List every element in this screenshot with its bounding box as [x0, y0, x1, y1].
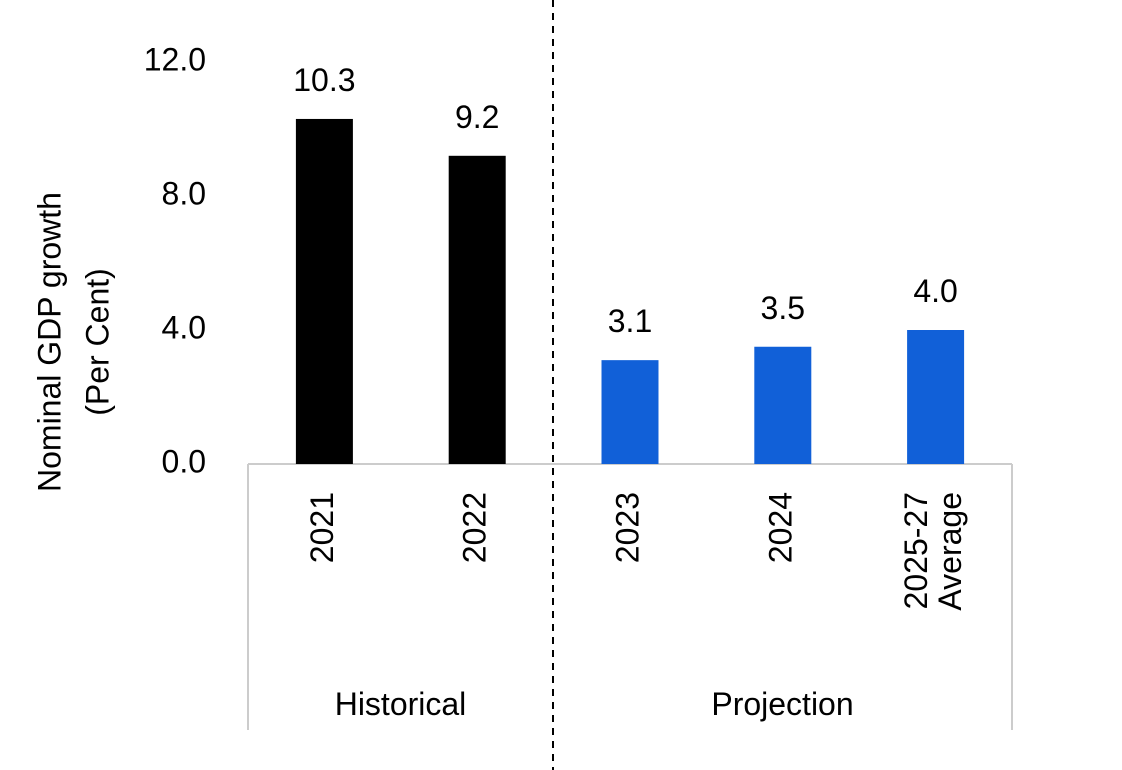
- value-label-2: 3.1: [608, 303, 652, 339]
- category-label-3: 2024: [762, 492, 798, 563]
- category-label-4: Average: [932, 492, 968, 611]
- bar-1: [448, 155, 506, 465]
- category-label-2: 2023: [609, 492, 645, 563]
- bar-0: [295, 118, 353, 464]
- category-label-1: 2022: [457, 492, 493, 563]
- y-tick-label: 4.0: [162, 309, 206, 345]
- y-tick-label: 12.0: [144, 41, 206, 77]
- category-label-4: 2025-27: [898, 492, 934, 609]
- value-label-3: 3.5: [761, 290, 805, 326]
- y-axis-ticks: 0.0 4.0 8.0 12.0: [144, 41, 206, 479]
- value-label-4: 4.0: [913, 273, 957, 309]
- value-label-0: 10.3: [293, 62, 355, 98]
- bars: [295, 118, 965, 465]
- bar-3: [754, 346, 812, 464]
- group-label-historical: Historical: [335, 686, 467, 722]
- category-label-0: 2021: [304, 492, 340, 563]
- value-label-1: 9.2: [455, 99, 499, 135]
- y-tick-label: 8.0: [162, 175, 206, 211]
- group-labels: Historical Projection: [335, 686, 854, 722]
- value-labels: 10.3 9.2 3.1 3.5 4.0: [293, 62, 958, 339]
- y-axis-title-line-2: (Per Cent): [79, 268, 115, 416]
- bar-4: [907, 330, 965, 464]
- group-label-projection: Projection: [711, 686, 853, 722]
- y-axis-title-line-1: Nominal GDP growth: [31, 192, 67, 492]
- bar-2: [601, 360, 659, 464]
- y-tick-label: 0.0: [162, 443, 206, 479]
